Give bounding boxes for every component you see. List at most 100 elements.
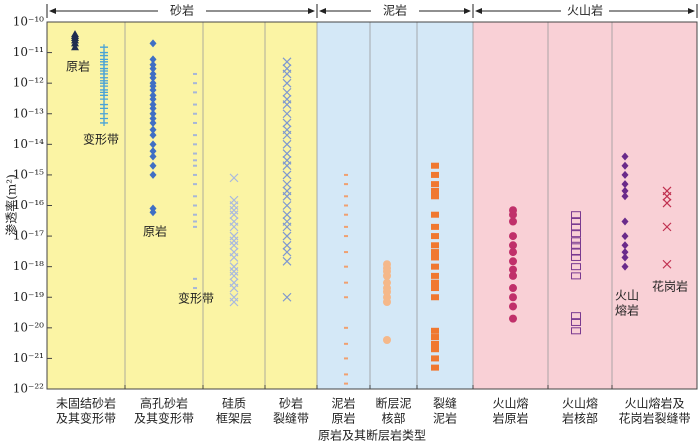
y-axis-label: 渗透率(m²) xyxy=(4,174,19,236)
point xyxy=(344,382,348,385)
point xyxy=(344,265,348,268)
point xyxy=(193,112,197,115)
point xyxy=(571,327,581,335)
point xyxy=(571,241,581,249)
point xyxy=(571,230,581,238)
point xyxy=(344,225,348,228)
point xyxy=(621,180,629,189)
point xyxy=(71,43,79,51)
point xyxy=(193,204,197,207)
point xyxy=(662,259,672,269)
point xyxy=(100,105,108,112)
point xyxy=(193,152,197,155)
point xyxy=(193,213,197,216)
point xyxy=(431,279,439,286)
point xyxy=(431,249,439,256)
point xyxy=(344,183,348,186)
point xyxy=(193,173,197,176)
group-background xyxy=(47,22,317,389)
x-tick-label: 花岗岩裂缝带 xyxy=(618,411,690,426)
point xyxy=(431,181,439,188)
point xyxy=(229,210,239,220)
point xyxy=(282,87,292,97)
x-tick-label: 及其变形带 xyxy=(56,411,116,426)
point xyxy=(193,195,197,198)
point xyxy=(621,161,629,170)
x-tick-label: 砂岩 xyxy=(279,396,303,411)
point xyxy=(193,277,197,280)
point xyxy=(149,109,157,118)
point xyxy=(282,247,292,257)
group-label: 泥岩 xyxy=(383,3,407,18)
point xyxy=(431,162,439,169)
point xyxy=(229,205,239,215)
point xyxy=(621,217,629,226)
x-tick-label: 断层泥 xyxy=(375,396,411,411)
point xyxy=(509,302,517,311)
point xyxy=(431,211,439,218)
point xyxy=(621,186,629,195)
point xyxy=(344,173,348,176)
point xyxy=(571,223,581,231)
x-tick-label: 泥岩 xyxy=(433,411,457,426)
point xyxy=(149,118,157,127)
point xyxy=(193,82,197,85)
point xyxy=(344,281,348,284)
point xyxy=(344,235,348,238)
point xyxy=(193,159,197,162)
point xyxy=(193,103,197,106)
point xyxy=(344,204,348,207)
point xyxy=(149,152,157,161)
point xyxy=(431,242,439,249)
point xyxy=(193,225,197,228)
point xyxy=(431,272,439,279)
point xyxy=(431,285,439,292)
point xyxy=(100,44,108,51)
point xyxy=(509,271,517,280)
y-tick-label: 10⁻²¹ xyxy=(13,351,44,365)
x-tick-label: 泥岩 xyxy=(331,396,355,411)
point xyxy=(571,217,581,225)
point xyxy=(431,171,439,178)
point xyxy=(149,114,157,123)
point xyxy=(282,161,292,171)
point xyxy=(509,241,517,250)
point xyxy=(229,297,239,307)
y-tick-label: 10⁻¹⁴ xyxy=(13,137,44,151)
point xyxy=(344,251,348,254)
annotation: 熔岩 xyxy=(615,303,639,318)
point xyxy=(100,96,108,103)
y-tick-label: 10⁻¹¹ xyxy=(13,45,44,59)
point xyxy=(662,222,672,232)
point xyxy=(571,237,581,245)
x-tick-label: 高孔砂岩 xyxy=(140,396,188,411)
point xyxy=(431,254,439,261)
point xyxy=(149,85,157,94)
point xyxy=(383,271,391,280)
point xyxy=(621,248,629,257)
y-tick-label: 10⁻²² xyxy=(13,382,44,396)
annotation: 变形带 xyxy=(178,291,214,306)
point xyxy=(229,283,239,293)
point xyxy=(149,170,157,179)
point xyxy=(431,327,439,334)
point xyxy=(193,143,197,146)
point xyxy=(431,233,439,240)
point xyxy=(571,248,581,256)
annotation: 原岩 xyxy=(66,59,90,74)
annotation: 火山 xyxy=(615,289,639,303)
point xyxy=(621,262,629,271)
x-tick-label: 岩原岩 xyxy=(492,411,528,426)
point xyxy=(71,39,79,47)
point xyxy=(621,232,629,241)
point xyxy=(229,253,239,262)
point xyxy=(571,318,581,326)
point xyxy=(282,109,292,119)
point xyxy=(431,346,439,353)
point xyxy=(229,266,239,276)
point xyxy=(149,147,157,156)
point xyxy=(193,91,197,94)
point xyxy=(431,193,439,200)
point xyxy=(431,263,439,270)
